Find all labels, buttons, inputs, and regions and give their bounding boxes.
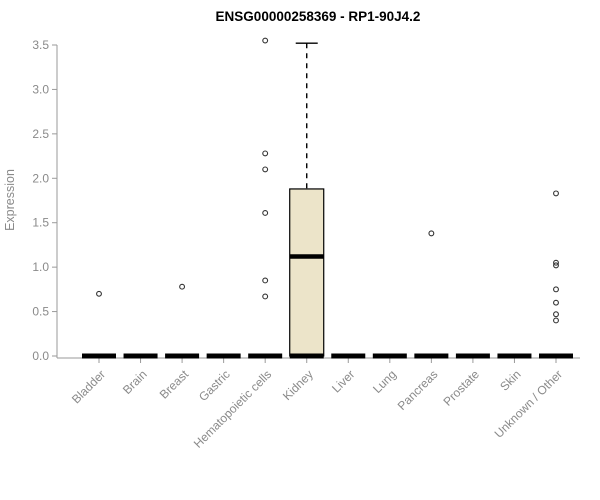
outlier-point: [553, 286, 559, 293]
outlier-point: [553, 262, 559, 269]
boxplot-breast: [165, 283, 200, 359]
x-category-label: Pancreas: [395, 367, 441, 413]
outlier-point: [553, 311, 559, 318]
x-category-label: Gastric: [196, 367, 233, 404]
x-category-label: Brain: [120, 367, 150, 397]
y-tick-label: 0.5: [32, 305, 49, 319]
y-tick-label: 2.5: [32, 127, 49, 141]
boxplot-bladder: [82, 290, 116, 359]
outlier-point: [262, 150, 269, 157]
y-tick-label: 3.0: [32, 82, 49, 96]
outlier-point: [262, 166, 269, 173]
chart-title: ENSG00000258369 - RP1-90J4.2: [216, 9, 421, 24]
x-category-label: Skin: [497, 367, 523, 393]
x-category-label: Lung: [370, 367, 399, 396]
x-category-label: Prostate: [441, 367, 483, 409]
outlier-point: [179, 283, 186, 290]
y-tick-label: 1.5: [32, 216, 49, 230]
x-category-label: Hematopoietic cells: [191, 367, 274, 450]
outlier-point: [553, 190, 559, 197]
outlier-point: [553, 299, 559, 306]
x-category-label: Kidney: [280, 367, 316, 403]
y-tick-label: 3.5: [32, 38, 49, 52]
outlier-point: [262, 37, 269, 44]
y-tick-label: 1.0: [32, 260, 49, 274]
outlier-point: [96, 290, 102, 297]
boxplot-pancreas: [414, 230, 449, 359]
outlier-point: [553, 317, 559, 324]
outlier-point: [262, 209, 269, 216]
box: [289, 188, 325, 357]
boxplot-unknown-other: [539, 190, 573, 359]
outlier-point: [428, 230, 435, 237]
y-tick-label: 2.0: [32, 171, 49, 185]
x-category-label: Bladder: [69, 367, 108, 406]
outlier-point: [262, 277, 269, 284]
outlier-point: [553, 259, 559, 266]
y-tick-label: 0.0: [32, 349, 49, 363]
y-axis-title: Expression: [3, 169, 17, 231]
outlier-point: [262, 293, 269, 300]
x-category-label: Liver: [329, 367, 357, 395]
boxplot-kidney: [289, 42, 325, 359]
x-category-label: Breast: [157, 367, 192, 402]
box-series: [82, 37, 573, 359]
boxplot-hematopoietic-cells: [248, 37, 283, 359]
